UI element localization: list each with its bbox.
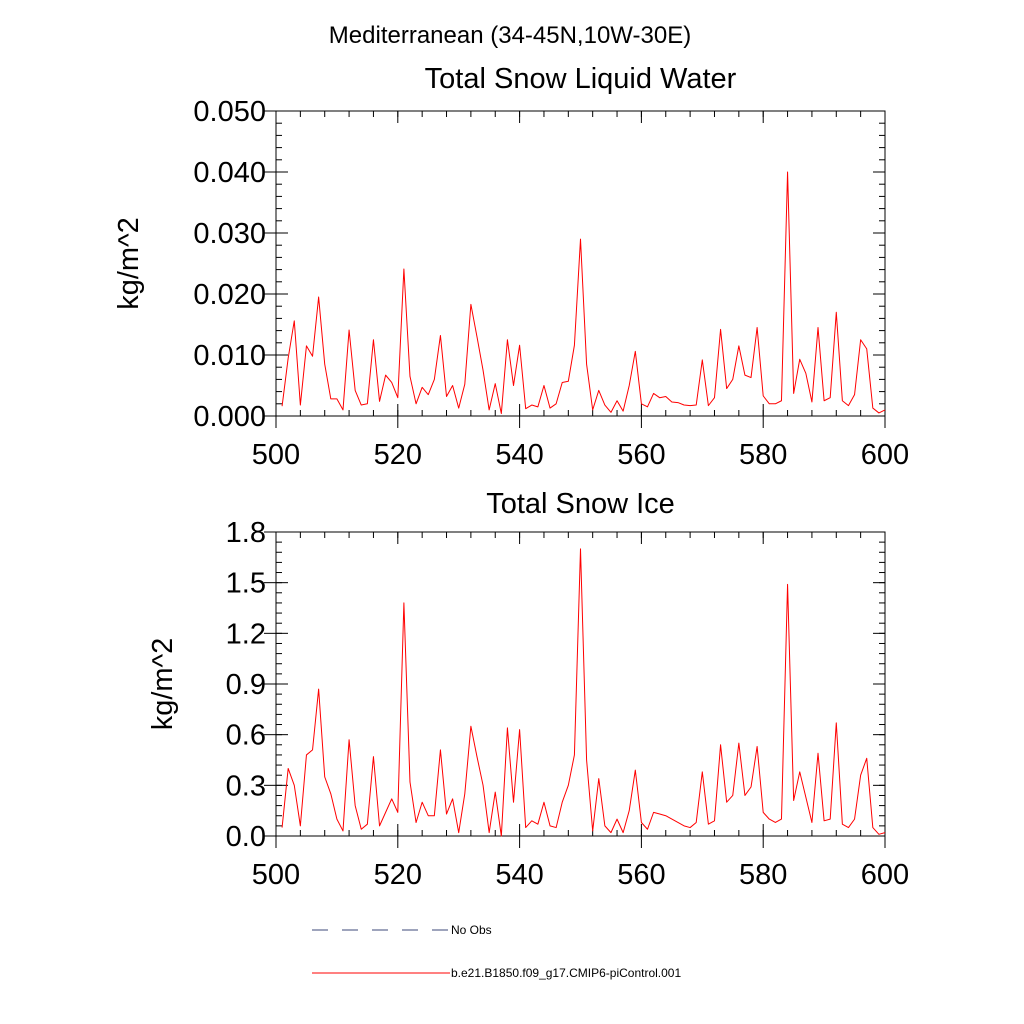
x-tick-label: 500 <box>252 439 300 471</box>
y-tick-label: 1.5 <box>226 568 266 600</box>
y-tick-label: 0.030 <box>193 218 266 250</box>
x-tick-label: 560 <box>617 439 665 471</box>
y-tick-labels-liquid-water: 0.000 0.010 0.020 0.030 0.040 0.050 <box>193 96 266 433</box>
y-tick-label: 0.040 <box>193 157 266 189</box>
panel-snow-ice: Total Snow Ice kg/m^2 0.0 0.3 0.6 0.9 1.2 1.5… <box>147 488 909 891</box>
y-tick-label: 0.3 <box>226 770 266 802</box>
y-axis-label-snow-ice: kg/m^2 <box>147 638 179 731</box>
x-tick-label: 560 <box>617 859 665 891</box>
y-tick-label: 0.9 <box>226 669 266 701</box>
panel-title-snow-ice: Total Snow Ice <box>486 488 675 520</box>
ticks-liquid-water <box>264 110 886 428</box>
plot-frame-liquid-water <box>275 110 886 417</box>
panel-title-liquid-water: Total Snow Liquid Water <box>425 63 737 95</box>
x-tick-label: 580 <box>739 859 787 891</box>
legend-label-picontrol: b.e21.B1850.f09_g17.CMIP6-piControl.001 <box>451 966 681 980</box>
y-tick-label: 0.000 <box>193 401 266 433</box>
x-tick-labels-snow-ice: 500 520 540 560 580 600 <box>252 859 909 891</box>
y-tick-label: 1.8 <box>226 517 266 549</box>
y-tick-label: 0.6 <box>226 720 266 752</box>
series-line-liquid-water <box>281 171 886 415</box>
series-line-snow-ice <box>281 548 886 837</box>
x-tick-labels-liquid-water: 500 520 540 560 580 600 <box>252 439 909 471</box>
series-liquid-water <box>281 171 886 415</box>
x-tick-label: 540 <box>495 439 543 471</box>
x-tick-label: 520 <box>374 439 422 471</box>
panel-liquid-water: Total Snow Liquid Water kg/m^2 0.000 0.01… <box>113 63 909 471</box>
x-tick-label: 600 <box>861 859 909 891</box>
y-tick-label: 0.020 <box>193 279 266 311</box>
figure-title: Mediterranean (34-45N,10W-30E) <box>329 22 691 49</box>
x-tick-label: 580 <box>739 439 787 471</box>
y-tick-label: 0.010 <box>193 340 266 372</box>
x-tick-label: 520 <box>374 859 422 891</box>
series-snow-ice <box>281 548 886 837</box>
y-tick-label: 1.2 <box>226 618 266 650</box>
x-tick-label: 600 <box>861 439 909 471</box>
y-tick-labels-snow-ice: 0.0 0.3 0.6 0.9 1.2 1.5 1.8 <box>226 517 266 853</box>
y-axis-label-liquid-water: kg/m^2 <box>113 217 145 310</box>
y-tick-label: 0.050 <box>193 96 266 128</box>
y-tick-label: 0.0 <box>226 821 266 853</box>
legend-label-no-obs: No Obs <box>451 923 492 937</box>
legend: No Obs b.e21.B1850.f09_g17.CMIP6-piContr… <box>312 923 681 980</box>
x-tick-label: 540 <box>495 859 543 891</box>
ticks-snow-ice <box>264 531 886 848</box>
x-tick-label: 500 <box>252 859 300 891</box>
